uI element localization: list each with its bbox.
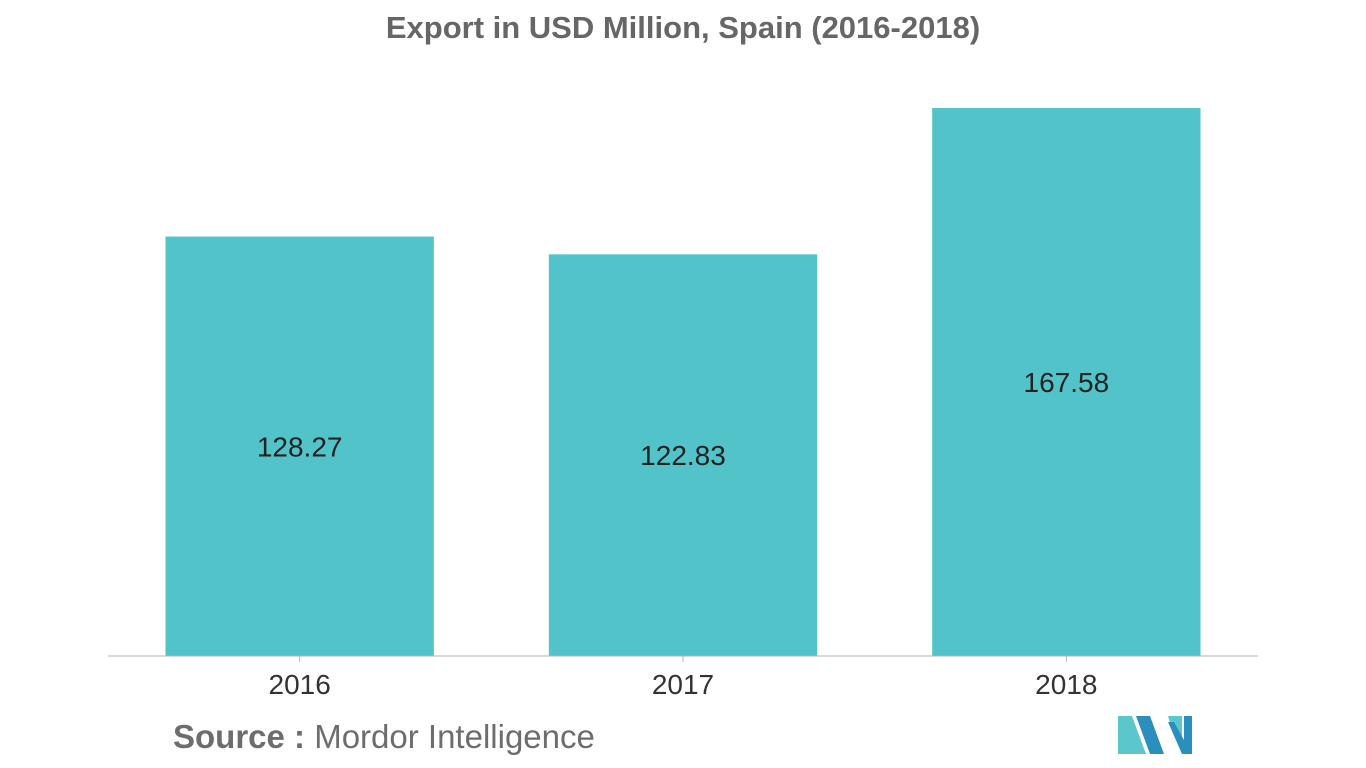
bar-2016 — [165, 236, 434, 656]
logo-shape-right — [1168, 716, 1192, 754]
x-tick-label-2017: 2017 — [652, 669, 714, 700]
logo-shape-middle — [1136, 716, 1164, 754]
labels-layer: 128.27 2016 122.83 2017 167.58 2018 — [257, 367, 1109, 700]
bar-2017 — [548, 254, 818, 657]
source-note: Source : Mordor Intelligence — [173, 718, 595, 756]
x-tick-label-2016: 2016 — [269, 669, 331, 700]
mordor-intelligence-logo-icon — [1118, 716, 1192, 754]
data-label-2016: 128.27 — [257, 431, 343, 462]
source-label: Source : — [173, 718, 306, 755]
chart-title: Export in USD Million, Spain (2016-2018) — [385, 10, 981, 45]
x-tick-label-2018: 2018 — [1035, 669, 1097, 700]
data-label-2018: 167.58 — [1024, 367, 1110, 398]
bars-layer — [165, 108, 1201, 657]
source-value: Mordor Intelligence — [314, 718, 595, 755]
bar-2018 — [932, 108, 1201, 656]
ticks-layer — [299, 656, 1067, 662]
logo-shape-left — [1118, 716, 1146, 754]
data-label-2017: 122.83 — [640, 440, 726, 471]
